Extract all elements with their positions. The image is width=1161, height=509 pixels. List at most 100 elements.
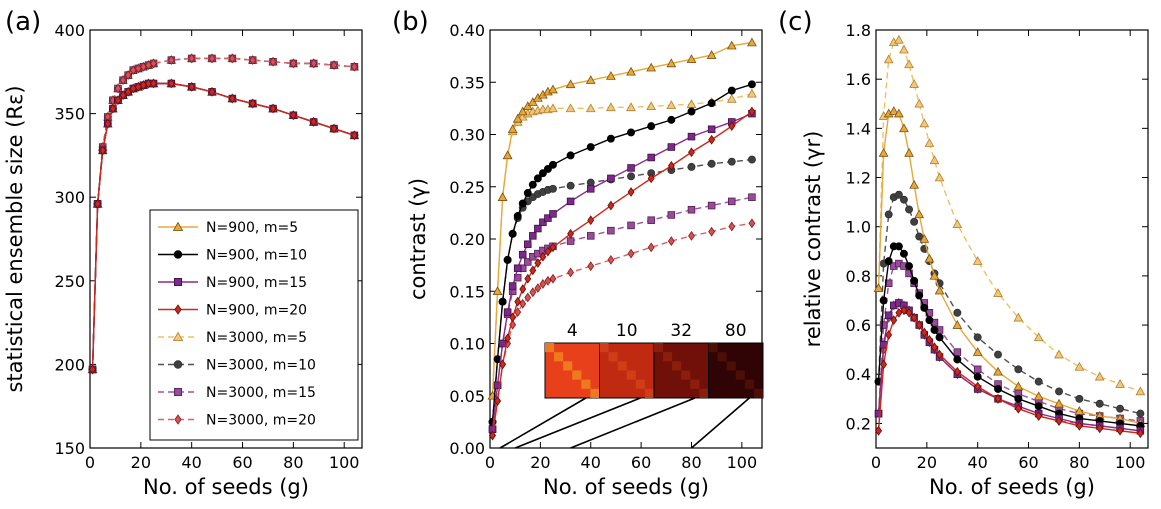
data-point [884,257,893,266]
series-line [877,245,1141,427]
data-point [627,128,636,137]
data-point [565,103,576,113]
inset-diagonal-cell [654,343,664,353]
inset-label: 10 [616,321,638,341]
x-tick-label: 40 [968,453,988,472]
data-point [104,118,112,129]
data-point [973,372,982,381]
data-point [687,132,696,141]
y-tick-label: 300 [54,188,85,207]
data-point [904,147,914,157]
inset-matrices: 4 10 32 80 [499,321,764,449]
data-point [894,190,903,199]
data-point [524,240,532,248]
data-point [497,192,508,201]
data-point [269,103,277,114]
data-point [627,221,635,230]
data-point [124,86,132,97]
data-point [929,270,940,280]
x-axis-label: No. of seeds (g) [543,475,709,499]
x-tick-label: 60 [631,453,651,472]
data-point [566,151,575,160]
data-point [905,262,914,271]
series-line [877,262,1141,422]
data-point [1135,386,1146,396]
data-point [586,232,595,240]
data-point [167,78,175,89]
data-point [647,173,655,184]
y-tick-label: 0.30 [449,126,485,145]
data-point [646,62,657,72]
x-tick-label: 0 [85,453,95,472]
data-point [587,215,595,226]
x-axis-label: No. of seeds (g) [929,475,1095,499]
x-tick-label: 0 [485,453,495,472]
legend-label: N=3000, m=5 [206,330,307,346]
inset-diagonal-cell [626,370,636,380]
data-point [508,282,517,290]
data-point [890,315,898,326]
data-point [994,385,1002,393]
data-point [888,106,899,115]
data-point [586,185,595,193]
data-point [539,279,547,289]
legend-marker [173,387,182,396]
data-point [626,102,636,112]
data-point [188,81,196,92]
data-point [972,347,983,356]
data-point [935,333,944,342]
data-point [269,56,277,67]
inset-diagonal-cell [554,352,564,362]
inset-diagonal-cell [563,361,573,371]
data-point [507,124,518,134]
data-point [920,327,928,338]
data-point [549,242,557,253]
data-point [524,258,532,266]
series-n-900-m-20 [875,305,1144,439]
data-point [899,44,909,54]
data-point [524,292,532,303]
data-point [919,233,930,243]
legend-item: N=900, m=5 [158,220,298,236]
data-point [909,79,920,88]
data-point [909,179,920,189]
data-point [748,106,756,117]
data-point [747,155,756,164]
data-point [748,193,756,201]
data-point [1014,365,1023,374]
series-n-900-m-10 [488,80,756,426]
data-point [249,98,257,109]
data-point [686,54,697,64]
legend-item: N=900, m=15 [158,275,307,291]
data-point [993,366,1003,376]
series-n-3000-m-15 [488,193,756,433]
data-point [492,286,503,296]
x-tick-label: 20 [917,453,937,472]
data-point [707,99,716,108]
data-point [330,123,338,134]
data-point [706,50,717,59]
data-point [627,248,635,259]
data-point [544,246,552,257]
y-tick-label: 0.6 [846,316,871,335]
data-point [929,155,940,165]
inset-label: 4 [567,321,578,341]
data-point [534,283,542,294]
data-point [89,364,96,375]
data-point [167,55,175,65]
inset-diagonal-cell [644,388,654,398]
data-point [647,122,656,131]
legend-item: N=3000, m=20 [158,413,316,429]
data-point [894,242,903,251]
data-point [513,264,522,273]
data-point [1074,361,1085,371]
data-point [914,209,925,219]
data-point [514,307,522,318]
data-point [1054,398,1064,408]
data-point [667,143,676,151]
data-point [875,425,882,436]
data-point [548,103,558,113]
y-axis-label: relative contrast (γr) [801,131,825,348]
data-point [1034,377,1043,386]
data-point [899,195,908,204]
